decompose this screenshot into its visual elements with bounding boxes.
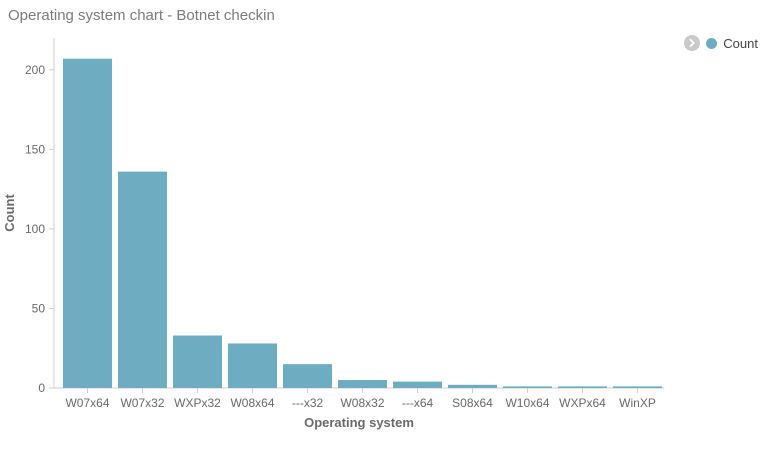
bar[interactable]: W08x32: 5 [338,380,387,388]
legend-toggle-chevron-icon[interactable] [684,35,701,51]
bar[interactable]: WinXP: 1 [613,386,662,388]
bar[interactable]: ---x32: 15 [283,364,332,388]
x-tick-label: W07x64 [65,396,109,410]
x-tick-label: W08x64 [230,396,274,410]
legend: Count [684,35,758,51]
x-tick-label: S08x64 [452,396,493,410]
x-axis: W07x64 W07x32 WXPx32 W08x64 ---x32 W08x32 ---x… [54,387,664,410]
y-tick-label: 200 [25,63,45,77]
legend-swatch[interactable] [706,37,718,49]
y-tick-label: 0 [38,381,45,395]
chart-title: Operating system chart - Botnet checkin [8,7,275,24]
bar[interactable]: S08x64: 2 [448,384,497,388]
y-axis-title: Count [2,194,17,232]
x-tick-label: WinXP [619,396,656,410]
bar[interactable]: W07x32: 136 [118,171,167,388]
chevron-right-icon [689,38,695,48]
y-tick-label: 150 [25,142,45,156]
legend-label[interactable]: Count [723,35,758,51]
bar[interactable]: ---x64: 4 [393,381,442,388]
x-tick-label: W08x32 [340,396,384,410]
y-tick-label: 50 [32,301,46,315]
x-tick-label: WXPx32 [174,396,221,410]
bar[interactable]: WXPx64: 1 [558,386,607,388]
bar[interactable]: W08x64: 28 [228,343,277,388]
bars: W07x64: 207W07x32: 136WXPx32: 33W08x64: … [63,58,662,389]
x-axis-title: Operating system [304,415,414,430]
x-tick-label: W07x32 [120,396,164,410]
y-axis: 0 50 100 150 200 [25,38,55,395]
x-tick-label: ---x32 [292,396,324,410]
x-tick-label: WXPx64 [559,396,606,410]
y-tick-label: 100 [25,222,45,236]
x-tick-label: ---x64 [402,396,434,410]
bar[interactable]: W10x64: 1 [503,386,552,388]
x-tick-label: W10x64 [505,396,549,410]
bar[interactable]: W07x64: 207 [63,58,112,388]
bar[interactable]: WXPx32: 33 [173,335,222,389]
